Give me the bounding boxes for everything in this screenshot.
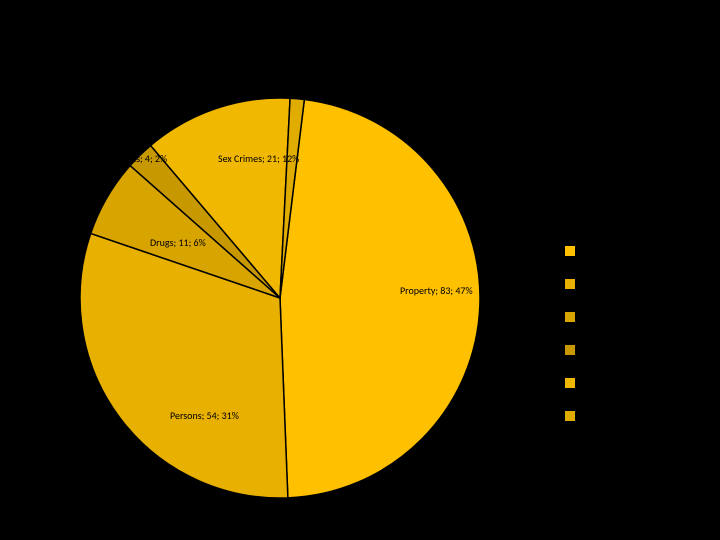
- legend-label: Drugs: [581, 310, 607, 323]
- legend-item-sex-crimes: Sex Crimes: [565, 376, 636, 389]
- chart-title: Crime Breakdown By Admission – 2011: [425, 160, 645, 203]
- chart-title-line2: By Admission – 2011: [425, 182, 645, 204]
- legend-marker: [565, 345, 575, 355]
- legend-item-weapons: Weapons: [565, 343, 636, 356]
- legend-label: Sex Crimes: [581, 376, 629, 389]
- legend-item-drugs: Drugs: [565, 310, 636, 323]
- legend-marker: [565, 246, 575, 256]
- legend-label: Persons: [581, 277, 616, 290]
- slice-label-weapons: Weapons; 4; 2%: [102, 152, 167, 165]
- legend-label: Weapons: [581, 343, 623, 356]
- legend-item-persons: Persons: [565, 277, 636, 290]
- legend: Property Persons Drugs Weapons Sex Crimes Pub…: [565, 244, 636, 442]
- legend-item-public-order: Public Order: [565, 409, 636, 422]
- legend-item-property: Property: [565, 244, 636, 257]
- legend-marker: [565, 312, 575, 322]
- slice-label-sex-crimes: Sex Crimes; 21; 12%: [218, 152, 299, 165]
- legend-marker: [565, 378, 575, 388]
- slice-label-property: Property; 83; 47%: [400, 284, 473, 297]
- slice-label-public-order: Public Order; 2; 1%: [274, 80, 352, 93]
- legend-marker: [565, 411, 575, 421]
- slice-label-drugs: Drugs; 11; 6%: [150, 236, 206, 249]
- legend-label: Public Order: [581, 409, 636, 422]
- chart-title-line1: Crime Breakdown: [425, 160, 645, 182]
- legend-label: Property: [581, 244, 620, 257]
- slice-label-persons: Persons; 54; 31%: [170, 409, 239, 422]
- legend-marker: [565, 279, 575, 289]
